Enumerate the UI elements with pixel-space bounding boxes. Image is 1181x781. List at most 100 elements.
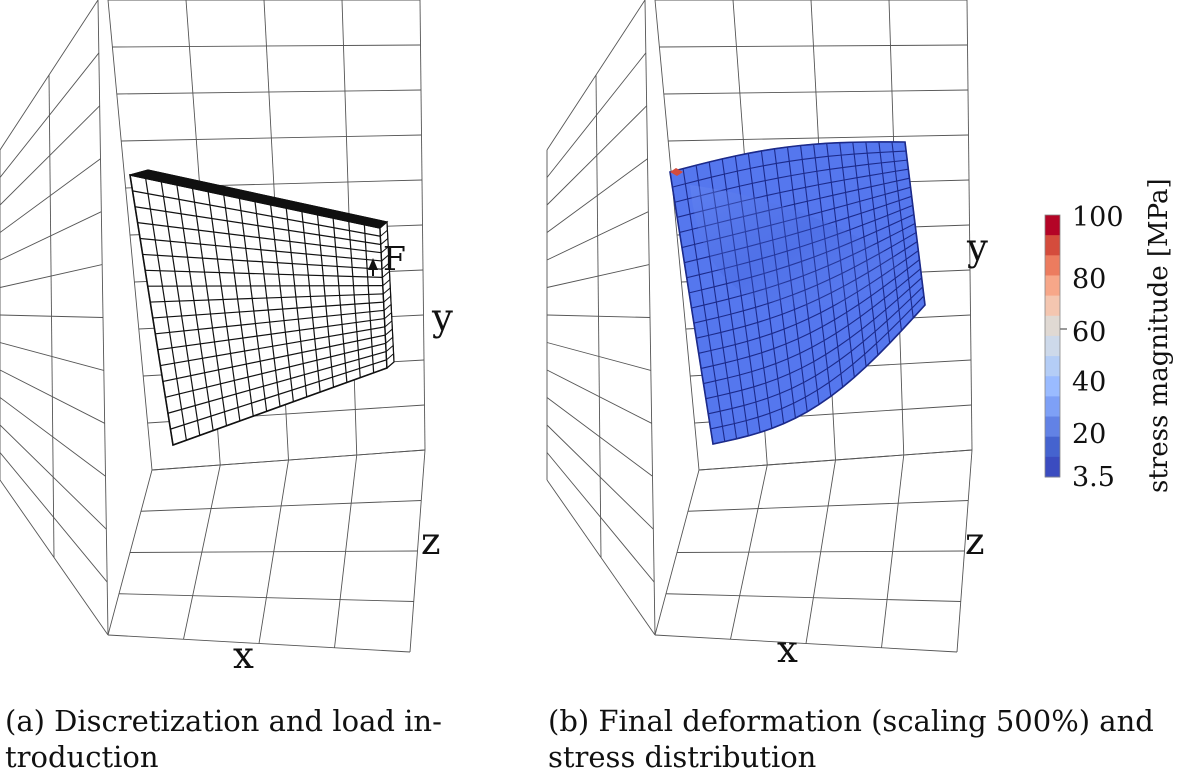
panel-a-axis-x-label: x (233, 634, 254, 677)
load-arrow-icon (368, 258, 378, 270)
panel-b-axis-z-label: z (965, 520, 985, 563)
mesh-a-side-line (383, 295, 392, 303)
colorbar-tick-3-5: 3.5 (1072, 462, 1115, 493)
side-wall-line (546, 264, 650, 288)
colorbar-segment (1045, 436, 1060, 458)
mesh-a-line (157, 317, 385, 351)
colorbar-tick-40: 40 (1072, 367, 1106, 398)
mesh-a-line (129, 174, 174, 446)
mesh-a-line (162, 334, 386, 383)
mesh-a-side-line (385, 345, 394, 352)
side-wall-line (546, 105, 647, 206)
mesh-b-line (669, 141, 906, 173)
mesh-a-line (150, 293, 384, 303)
colorbar-segment (1045, 376, 1060, 397)
mesh-a-line (160, 181, 201, 436)
back-wall-line (663, 89, 969, 95)
floor-line (676, 550, 965, 553)
side-wall-line (546, 452, 655, 583)
mesh-b-line (710, 295, 925, 430)
caption-b-line1: (b) Final deformation (scaling 500%) and (548, 704, 1154, 738)
back-wall-line (112, 44, 421, 48)
mesh-a-line (254, 201, 281, 407)
mesh-a-line (160, 326, 386, 367)
mesh-a-side-line (384, 312, 392, 319)
side-wall-line (0, 52, 100, 178)
caption-a-line2: troduction (5, 740, 159, 774)
panel-b-axis-x-label: x (777, 628, 798, 671)
floor-line (151, 449, 426, 471)
colorbar-segment (1045, 396, 1060, 418)
mesh-a-line (155, 309, 385, 335)
side-wall-line (0, 158, 101, 233)
mesh-b-line (703, 268, 921, 385)
colorbar-tick-60: 60 (1072, 317, 1106, 348)
side-wall-line (0, 105, 100, 206)
back-wall-line (116, 89, 422, 95)
floor-line (140, 500, 422, 512)
side-wall-line (546, 479, 656, 636)
back-wall-line (668, 134, 969, 142)
mesh-a-line (285, 208, 308, 397)
colorbar-segment (1045, 255, 1060, 276)
side-wall-line (0, 452, 108, 583)
mesh-a-line (191, 188, 228, 426)
mesh-a-line (142, 253, 383, 270)
side-wall-line (0, 479, 109, 636)
floor-line (687, 500, 969, 512)
side-wall-line (0, 369, 105, 424)
side-wall-line (0, 342, 104, 371)
mesh-a-side-line (382, 271, 390, 278)
panel-b-axis-y-label: y (966, 226, 988, 269)
deformed-shading (690, 185, 900, 305)
colorbar-frame (1044, 214, 1061, 478)
mesh-a-side-line (386, 221, 395, 363)
floor-line (118, 593, 414, 602)
mesh-a-line (132, 190, 381, 237)
mesh-a-side-line (385, 336, 394, 344)
colorbar-title: stress magnitude [MPa] (1144, 178, 1174, 493)
side-wall-line (546, 52, 647, 178)
mesh-a-line (316, 214, 335, 388)
mesh-a-line (165, 342, 386, 398)
mesh-a-line (207, 191, 241, 422)
mesh-a-side-line (385, 328, 393, 336)
colorbar-tick-100: 100 (1072, 202, 1124, 233)
colorbar-segment (1045, 315, 1060, 337)
colorbar-tick-20: 20 (1072, 419, 1106, 450)
mesh-a-line (270, 204, 294, 402)
colorbar-segment (1045, 215, 1060, 236)
mesh-a-side-line (386, 353, 394, 361)
colorbar-segment (1045, 335, 1060, 357)
mesh-a-line (332, 218, 348, 383)
panel-a-axis-y-label: y (431, 296, 453, 339)
colorbar-segment (1045, 416, 1060, 438)
back-wall-line (659, 44, 968, 48)
colorbar: 100 80 60 40 20 3.5 stress magnitude [MP… (1044, 178, 1174, 493)
mesh-b-line (705, 277, 923, 400)
mesh-a-line (348, 221, 361, 378)
mesh-a-line (145, 178, 187, 441)
floor-line (698, 449, 973, 471)
mesh-a-side-line (381, 262, 390, 270)
mesh-a-side-line (382, 279, 391, 287)
mesh-a-line (301, 211, 321, 393)
panel-b: y z x (546, 0, 988, 671)
side-wall-line (546, 397, 653, 477)
side-wall-line (546, 158, 648, 233)
mesh-a-line (172, 367, 388, 446)
mesh-a-line (167, 350, 387, 414)
mesh-a-line (140, 237, 382, 262)
mesh-a-line (137, 222, 382, 254)
colorbar-segment (1045, 295, 1060, 317)
colorbar-segment (1045, 356, 1060, 377)
side-wall-line (546, 342, 651, 371)
mesh-a-side-line (380, 229, 388, 237)
mesh-a-line (238, 198, 268, 412)
back-wall-line (121, 134, 422, 142)
mesh-a-side-line (383, 303, 392, 311)
side-wall-line (546, 0, 646, 151)
mesh-a-side-line (379, 221, 388, 229)
